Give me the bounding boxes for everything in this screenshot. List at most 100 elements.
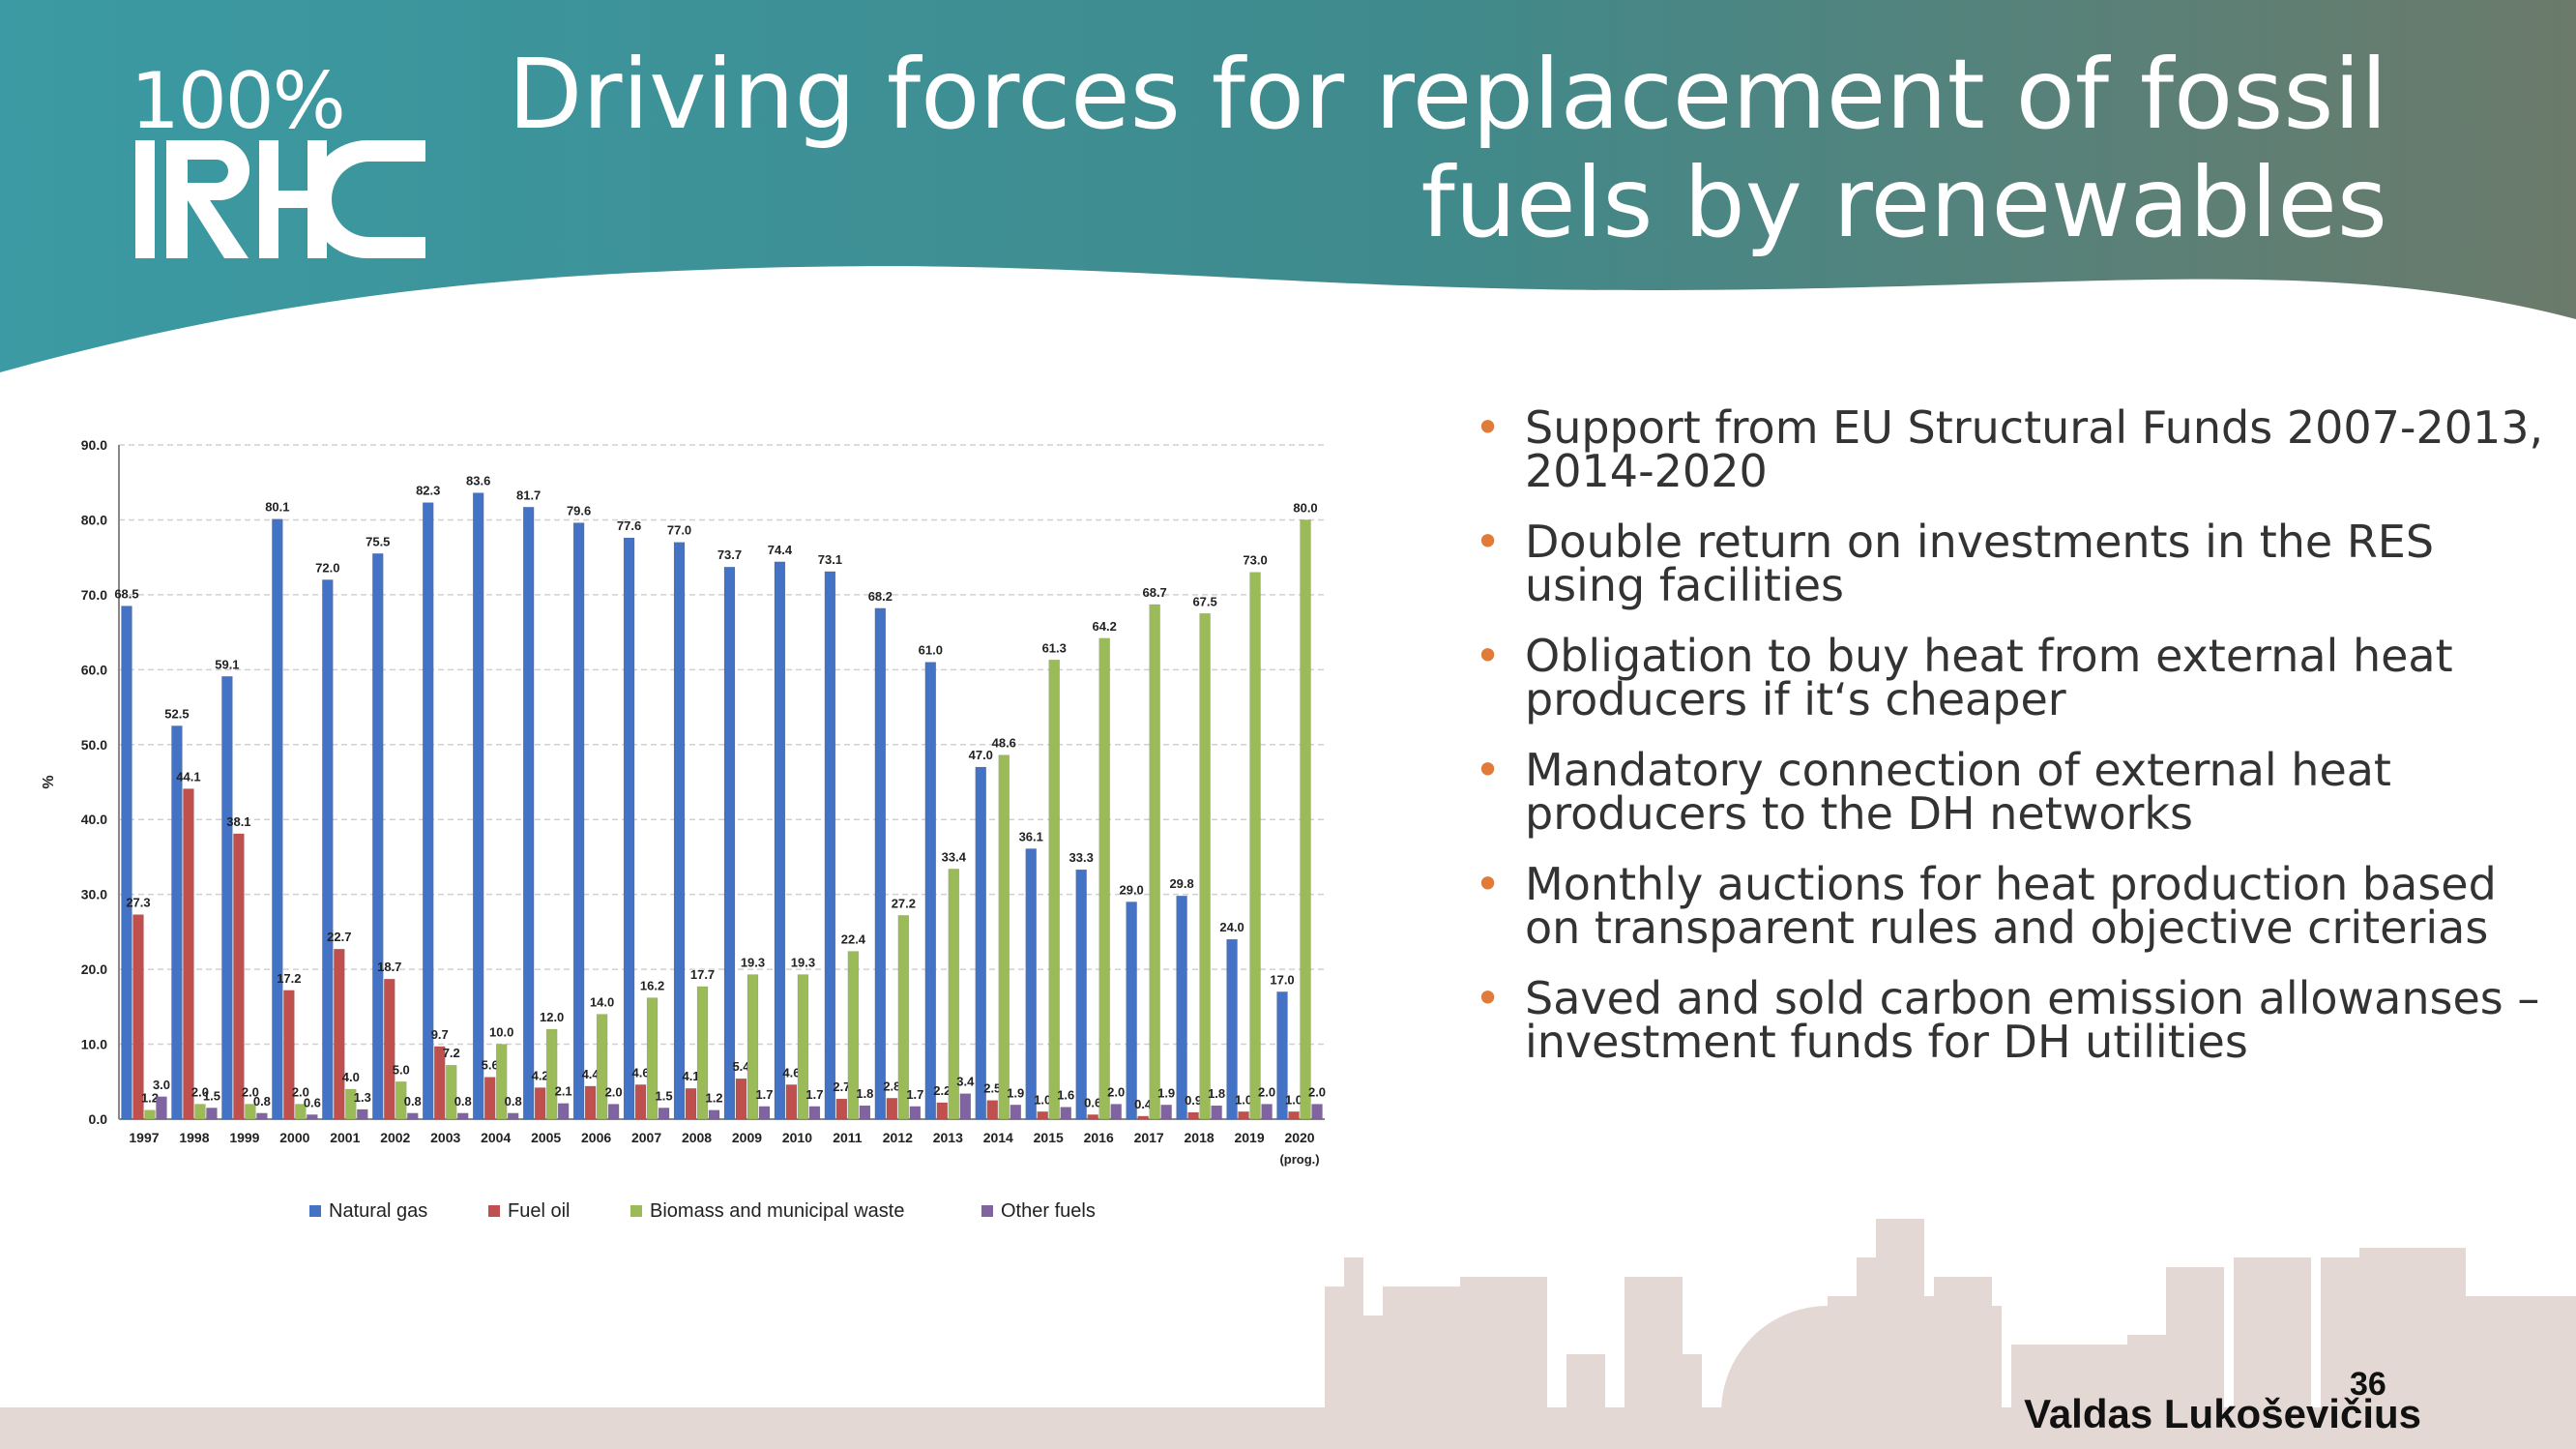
data-label: 44.1 bbox=[176, 769, 200, 784]
bar-other-fuels bbox=[909, 1106, 922, 1120]
bar-biomass-and-municipal-waste bbox=[897, 915, 910, 1120]
bar-fuel-oil bbox=[584, 1085, 597, 1120]
x-tick-label: 2014 bbox=[983, 1130, 1013, 1145]
legend-label: Natural gas bbox=[329, 1200, 427, 1222]
x-tick-label: 2020 bbox=[1284, 1130, 1314, 1145]
x-tick-label: 2006 bbox=[581, 1130, 611, 1145]
bullet-list: • Support from EU Structural Funds 2007-2… bbox=[1475, 401, 2548, 1091]
data-label: 0.8 bbox=[404, 1094, 422, 1109]
y-tick-label: 0.0 bbox=[89, 1111, 108, 1127]
data-label: 1.7 bbox=[755, 1087, 773, 1102]
data-label: 36.1 bbox=[1019, 829, 1043, 843]
data-label: 2.7 bbox=[833, 1079, 850, 1094]
bar-biomass-and-municipal-waste bbox=[295, 1104, 307, 1120]
bar-other-fuels bbox=[1010, 1105, 1022, 1120]
data-label: 61.3 bbox=[1042, 640, 1067, 655]
bar-other-fuels bbox=[357, 1109, 368, 1120]
data-label: 68.2 bbox=[868, 589, 893, 604]
bar-biomass-and-municipal-waste bbox=[1199, 613, 1211, 1120]
bar-other-fuels bbox=[859, 1105, 871, 1120]
data-label: 1.5 bbox=[203, 1088, 220, 1103]
data-label: 18.7 bbox=[377, 960, 401, 974]
bullet-dot-icon: • bbox=[1475, 401, 1502, 454]
x-tick-label: 2018 bbox=[1185, 1130, 1215, 1145]
bar-natural-gas bbox=[723, 566, 736, 1120]
data-label: 33.4 bbox=[942, 849, 967, 864]
bullet-text: Support from EU Structural Funds 2007-20… bbox=[1525, 401, 2544, 497]
x-tick-label: 2012 bbox=[883, 1130, 913, 1145]
bar-other-fuels bbox=[1160, 1105, 1172, 1120]
bar-other-fuels bbox=[708, 1109, 720, 1120]
y-tick-label: 60.0 bbox=[81, 662, 107, 677]
bullet-dot-icon: • bbox=[1475, 516, 1502, 568]
bar-biomass-and-municipal-waste bbox=[1098, 637, 1110, 1120]
data-label: 17.7 bbox=[690, 967, 715, 982]
bar-fuel-oil bbox=[986, 1100, 999, 1120]
bar-other-fuels bbox=[808, 1106, 821, 1120]
data-label: 68.5 bbox=[114, 587, 138, 602]
data-label: 59.1 bbox=[215, 657, 239, 671]
bar-fuel-oil bbox=[1288, 1111, 1300, 1120]
legend-swatch bbox=[981, 1205, 993, 1217]
data-label: 77.0 bbox=[667, 523, 691, 538]
bar-fuel-oil bbox=[785, 1084, 798, 1120]
bar-natural-gas bbox=[824, 571, 836, 1120]
data-label: 1.7 bbox=[805, 1087, 823, 1102]
data-label: 2.0 bbox=[292, 1085, 309, 1100]
y-tick-label: 10.0 bbox=[81, 1037, 107, 1052]
data-label: 1.5 bbox=[656, 1088, 673, 1103]
bar-biomass-and-municipal-waste bbox=[596, 1014, 608, 1120]
data-label: 2.8 bbox=[883, 1079, 900, 1093]
data-label: 4.0 bbox=[342, 1070, 360, 1084]
fuel-share-bar-chart: 0.0 10.0 20.0 30.0 40.0 50.0 60.0 70.0 80.0 90.0%… bbox=[41, 437, 1326, 1222]
y-tick-label: 80.0 bbox=[81, 512, 107, 527]
data-label: 75.5 bbox=[366, 534, 390, 548]
bar-fuel-oil bbox=[1137, 1115, 1149, 1120]
bar-natural-gas bbox=[472, 492, 484, 1120]
data-label: 19.3 bbox=[791, 956, 815, 970]
bar-natural-gas bbox=[1126, 902, 1137, 1120]
bar-natural-gas bbox=[924, 662, 937, 1120]
bar-other-fuels bbox=[1311, 1104, 1323, 1120]
data-label: 82.3 bbox=[416, 484, 440, 498]
data-label: 74.4 bbox=[768, 543, 793, 557]
data-label: 17.0 bbox=[1270, 972, 1294, 987]
x-tick-label: 2005 bbox=[531, 1130, 561, 1145]
bar-other-fuels bbox=[156, 1096, 167, 1120]
data-label: 2.2 bbox=[933, 1083, 951, 1098]
data-label: 1.2 bbox=[141, 1091, 159, 1106]
x-tick-label: 2008 bbox=[682, 1130, 712, 1145]
bar-natural-gas bbox=[874, 607, 887, 1120]
data-label: 83.6 bbox=[466, 474, 490, 488]
data-label: 14.0 bbox=[590, 995, 614, 1010]
bullet-dot-icon: • bbox=[1475, 630, 1502, 682]
data-label: 17.2 bbox=[277, 971, 301, 986]
bar-other-fuels bbox=[658, 1108, 670, 1120]
bar-other-fuels bbox=[1211, 1105, 1222, 1120]
data-label: 29.0 bbox=[1119, 882, 1143, 897]
data-label: 77.6 bbox=[617, 518, 641, 533]
bar-biomass-and-municipal-waste bbox=[847, 951, 860, 1120]
legend-swatch bbox=[309, 1205, 321, 1217]
data-label: 33.3 bbox=[1069, 850, 1094, 865]
data-label: 68.7 bbox=[1142, 585, 1166, 600]
data-label: 61.0 bbox=[919, 643, 943, 658]
bar-fuel-oil bbox=[132, 914, 144, 1120]
bar-other-fuels bbox=[959, 1093, 972, 1120]
footer-author: Valdas Lukoševičius bbox=[2024, 1391, 2421, 1436]
bar-natural-gas bbox=[272, 518, 283, 1120]
x-tick-label: 2016 bbox=[1084, 1130, 1114, 1145]
bar-other-fuels bbox=[1060, 1107, 1071, 1120]
data-label: 19.3 bbox=[741, 956, 765, 970]
legend-label: Fuel oil bbox=[508, 1200, 570, 1222]
bar-other-fuels bbox=[507, 1112, 519, 1120]
bar-fuel-oil bbox=[183, 788, 194, 1120]
bar-fuel-oil bbox=[1238, 1111, 1249, 1120]
bar-biomass-and-municipal-waste bbox=[948, 869, 960, 1120]
data-label: 64.2 bbox=[1093, 619, 1117, 634]
data-label: 38.1 bbox=[226, 814, 250, 829]
bar-biomass-and-municipal-waste bbox=[797, 974, 809, 1120]
y-axis-label: % bbox=[41, 775, 57, 788]
x-tick-label: 2001 bbox=[330, 1130, 360, 1145]
x-tick-note: (prog.) bbox=[1279, 1152, 1319, 1167]
